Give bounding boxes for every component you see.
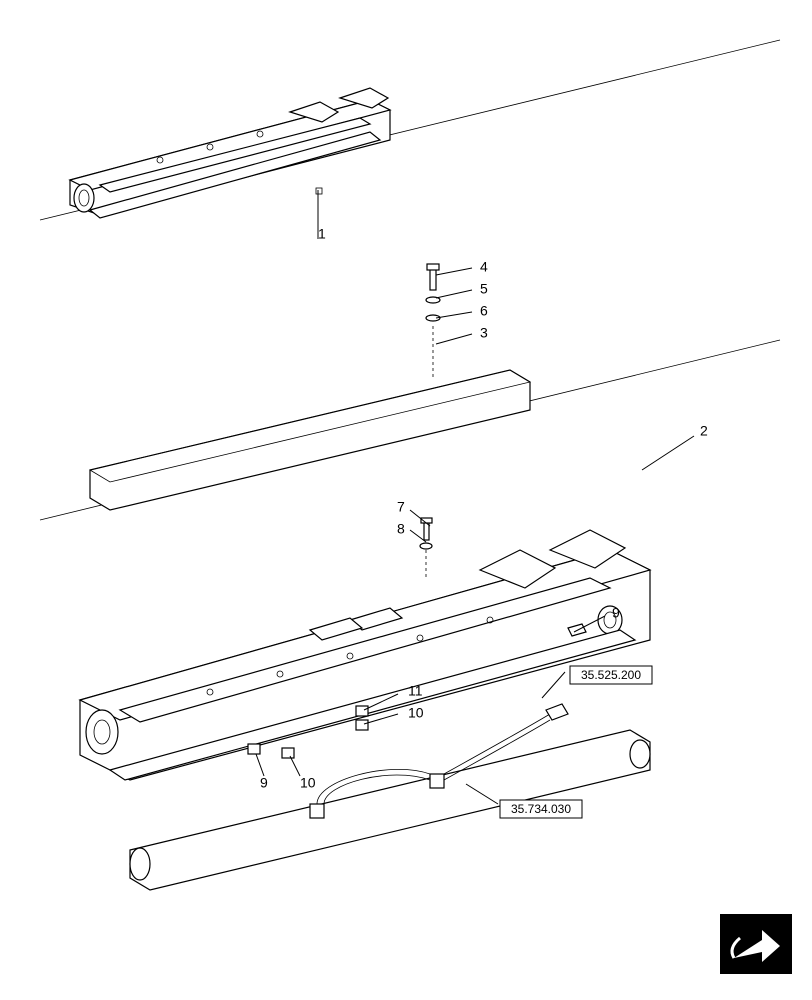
assembly-main — [80, 530, 650, 780]
callout-9: 9 — [260, 775, 268, 791]
callout-1: 1 — [318, 226, 326, 242]
ref-box-label: 35.525.200 — [581, 668, 641, 682]
fastener-stack-mid — [420, 518, 432, 580]
assembly-top — [70, 88, 390, 218]
callout-9: 9 — [612, 605, 620, 621]
leader-line — [542, 672, 565, 698]
leader-line — [256, 754, 264, 776]
leader-line — [642, 436, 694, 470]
plugs-lowerleft — [248, 744, 294, 758]
callout-3: 3 — [480, 325, 488, 341]
next-page-icon[interactable] — [720, 914, 792, 974]
callout-10: 10 — [408, 705, 424, 721]
leader-line — [436, 312, 472, 318]
wear-strip — [90, 370, 530, 510]
callout-4: 4 — [480, 259, 488, 275]
callout-10: 10 — [300, 775, 316, 791]
callout-2: 2 — [700, 423, 708, 439]
callout-11: 11 — [408, 683, 423, 699]
leader-line — [290, 756, 300, 776]
leader-line — [436, 290, 472, 298]
parts-diagram: 35.525.200 35.734.030 1 4 5 6 3 2 7 8 9 11 10 9 10 — [0, 0, 812, 1000]
leader-line — [436, 334, 472, 344]
ref-box-label: 35.734.030 — [511, 802, 571, 816]
fastener-stack-top — [426, 264, 440, 380]
callout-8: 8 — [397, 521, 405, 537]
callout-5: 5 — [480, 281, 488, 297]
callout-6: 6 — [480, 303, 488, 319]
callout-7: 7 — [397, 499, 405, 515]
leader-line — [436, 268, 472, 275]
